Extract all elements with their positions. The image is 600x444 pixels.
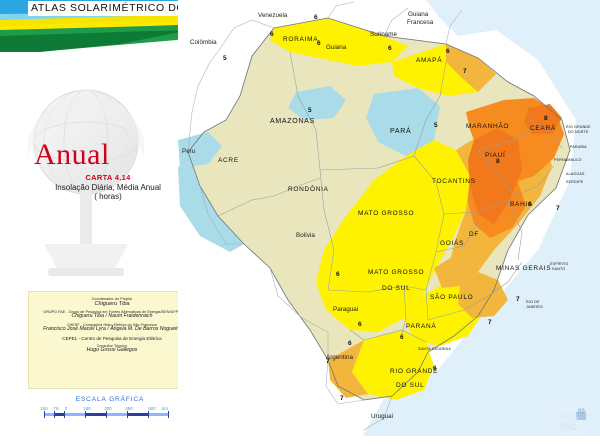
- contour-label-18: 6: [348, 340, 352, 347]
- state-label-3: PARÁ: [390, 128, 412, 135]
- state-label-17: MATO GROSSO: [358, 210, 415, 217]
- state-label-12: PERNAMBUCO: [554, 158, 582, 162]
- consultant-name: Hugo Grossi Gallegos: [86, 347, 138, 354]
- contour-label-16: 7: [488, 319, 492, 326]
- state-label-30: RIO DE: [526, 300, 540, 304]
- credits-box: Coordenador do Projeto Chigueru Tiba GRU…: [28, 291, 196, 389]
- contour-label-0: 6: [314, 14, 318, 21]
- contour-label-14: 7: [516, 296, 520, 303]
- coordinator-role-label: Coordenador do Projeto: [91, 297, 133, 301]
- state-label-25: SANTA CATARINA: [418, 347, 451, 351]
- state-label-31: JANEIRO: [526, 305, 543, 309]
- country-label-5: Francesa: [407, 19, 434, 26]
- scale-tick-2: 0: [64, 406, 68, 411]
- state-label-10: DO NORTE: [568, 130, 589, 134]
- page-number: 89: [578, 409, 585, 415]
- contour-label-8: 5: [434, 122, 438, 129]
- state-label-13: ALAGOAS: [566, 172, 585, 176]
- contour-label-6: 5: [223, 55, 227, 62]
- map-graphic: [178, 0, 600, 444]
- contour-label-2: 6: [317, 40, 321, 47]
- consultant-role-label: Consultor Técnico: [96, 344, 128, 349]
- contour-label-11: 6: [528, 201, 532, 208]
- group-organization: GRUPO FAE - Grupo de Pesquisa em Fontes …: [43, 310, 181, 315]
- contour-label-10: 8: [496, 158, 500, 165]
- bottom-strip: [0, 436, 600, 444]
- country-label-6: Peru: [182, 148, 196, 155]
- svg-text:PAG: PAG: [559, 422, 577, 432]
- brazil-insolation-map: OCEANO ATLÂNTICO RORAIMAAMAPÁAMAZONASPAR…: [178, 0, 600, 444]
- chart-subtitle-line1: Insolação Diária, Média Anual: [55, 183, 161, 192]
- contour-label-12: 7: [556, 205, 560, 212]
- state-label-18: GOIÁS: [440, 240, 465, 247]
- country-label-3: Suriname: [370, 31, 397, 38]
- season-title: Anual: [34, 138, 110, 171]
- state-label-21: MATO GROSSO: [368, 269, 425, 276]
- coordinator-name: Chigueru Tiba: [94, 301, 130, 308]
- contour-label-4: 6: [446, 48, 450, 55]
- country-label-9: Argentina: [326, 354, 353, 361]
- state-label-29: SANTO: [552, 267, 566, 271]
- state-label-28: ESPÍRITO: [550, 262, 569, 266]
- state-label-14: SERGIPE: [566, 180, 584, 184]
- scale-tick-5: 450: [125, 406, 133, 411]
- state-label-20: MINAS GERAIS: [496, 265, 552, 272]
- state-label-19: DF: [469, 231, 480, 238]
- scale-bar: 150 75 0 150 300 450 600 km: [40, 406, 176, 421]
- scale-tick-1: 75: [53, 406, 59, 411]
- state-label-4: ACRE: [218, 157, 239, 164]
- country-label-7: Bolívia: [296, 232, 315, 239]
- country-label-2: Guiana: [326, 44, 347, 51]
- contour-label-21: 7: [340, 395, 344, 402]
- state-label-6: MARANHÃO: [466, 123, 510, 130]
- state-label-8: PIAUÍ: [485, 152, 506, 159]
- contour-label-5: 7: [463, 68, 467, 75]
- contour-label-1: 6: [270, 31, 274, 38]
- group-member-names: Chigueru Tiba / Naum Fraidenraich: [71, 313, 153, 320]
- state-label-7: CEARÁ: [530, 125, 556, 132]
- state-label-11: PARAÍBA: [570, 145, 587, 149]
- country-label-8: Paraguai: [333, 306, 359, 313]
- state-label-27: DO SUL: [396, 382, 425, 389]
- state-label-15: BAHIA: [510, 201, 534, 208]
- country-label-1: Colômbia: [190, 39, 217, 46]
- state-label-23: SÃO PAULO: [430, 294, 474, 301]
- state-label-0: RORAIMA: [283, 36, 319, 43]
- state-label-5: RONDÔNIA: [288, 186, 329, 193]
- contour-label-13: 6: [336, 271, 340, 278]
- chesf-member-names: Francisco José Maciel Lyra / Ângela M. D…: [43, 326, 181, 333]
- contour-label-17: 6: [400, 334, 404, 341]
- state-label-9: RIO GRANDE: [566, 125, 591, 129]
- state-label-1: AMAPÁ: [416, 57, 443, 64]
- page-watermark: PÁG PAG: [558, 406, 588, 436]
- contour-label-3: 6: [388, 45, 392, 52]
- scale-tick-6: 600: [148, 406, 156, 411]
- country-label-4: Guiana: [408, 11, 429, 18]
- chesf-organization: CHESF - Companhia Hidro Elétrica do São …: [66, 323, 158, 328]
- country-label-0: Venezuela: [258, 12, 288, 19]
- contour-label-19: 7: [326, 358, 330, 365]
- state-label-24: PARANÁ: [406, 323, 437, 330]
- svg-text:PÁG: PÁG: [559, 412, 578, 422]
- state-label-2: AMAZONAS: [270, 118, 315, 125]
- contour-label-20: 6: [433, 365, 437, 372]
- contour-label-15: 6: [358, 321, 362, 328]
- chart-number: CARTA 4.14: [85, 173, 131, 182]
- scale-tick-0: 150: [40, 406, 48, 411]
- state-label-22: DO SUL: [382, 285, 411, 292]
- cepel-organization: CEPEL - Centro de Pesquisa de Energia El…: [62, 335, 162, 341]
- scale-tick-4: 300: [104, 406, 112, 411]
- scale-bar-label: ESCALA GRÁFICA: [75, 396, 145, 403]
- contour-label-7: 5: [308, 107, 312, 114]
- globe-illustration: [28, 89, 144, 276]
- chart-subtitle-line2: ( horas): [94, 192, 122, 201]
- scale-unit-label: km: [162, 406, 168, 411]
- atlas-title-box: [28, 1, 224, 16]
- state-label-26: RIO GRANDE: [390, 368, 439, 375]
- contour-label-9: 8: [544, 115, 548, 122]
- state-label-16: TOCANTINS: [432, 178, 476, 185]
- scale-tick-3: 150: [83, 406, 91, 411]
- country-label-10: Uruguai: [371, 413, 394, 420]
